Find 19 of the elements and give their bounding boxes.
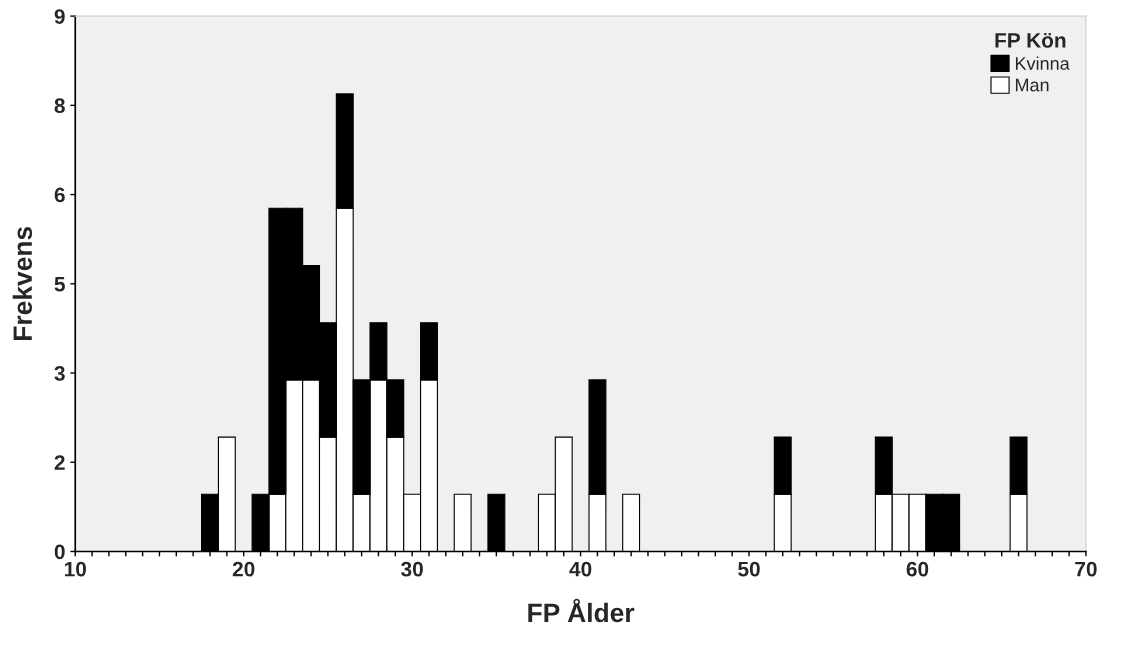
legend-label: Man <box>1015 78 1049 92</box>
y-tick-label: 0 <box>54 544 65 560</box>
x-tick-label: 60 <box>906 561 929 577</box>
y-tick-label: 5 <box>54 277 65 292</box>
x-tick-label: 30 <box>401 561 423 577</box>
y-tick-label: 9 <box>54 9 65 24</box>
y-tick-label: 2 <box>54 455 65 470</box>
y-tick-label: 8 <box>54 98 65 114</box>
x-tick-label: 40 <box>569 561 592 577</box>
x-tick-label: 50 <box>738 561 760 577</box>
x-tick-label: 10 <box>64 561 86 577</box>
y-tick-label: 6 <box>54 187 65 203</box>
legend-label: Kvinna <box>1015 56 1070 70</box>
x-axis-title: FP Ålder <box>528 598 635 623</box>
x-tick-label: 70 <box>1075 561 1097 577</box>
y-tick-label: 3 <box>54 366 65 381</box>
legend-title: FP Kön <box>995 33 1066 48</box>
x-tick-label: 20 <box>232 561 255 577</box>
y-axis-title: Frekvens <box>12 226 33 340</box>
